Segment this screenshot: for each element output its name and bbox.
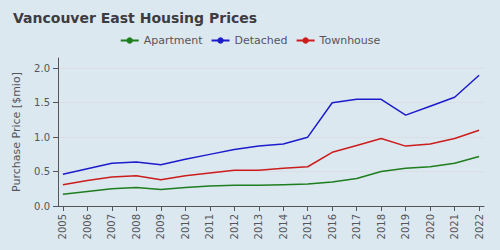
svg-text:2010: 2010 bbox=[180, 214, 191, 239]
svg-text:2021: 2021 bbox=[449, 214, 460, 239]
svg-text:0.0: 0.0 bbox=[34, 201, 50, 212]
svg-text:Purchase Price [$mio]: Purchase Price [$mio] bbox=[10, 72, 23, 192]
svg-text:2012: 2012 bbox=[229, 214, 240, 239]
svg-text:Detached: Detached bbox=[235, 34, 288, 47]
svg-text:2013: 2013 bbox=[253, 214, 264, 239]
svg-text:2018: 2018 bbox=[376, 214, 387, 239]
svg-text:2009: 2009 bbox=[155, 214, 166, 239]
svg-text:2016: 2016 bbox=[327, 214, 338, 239]
svg-text:2020: 2020 bbox=[425, 214, 436, 239]
svg-text:2.0: 2.0 bbox=[34, 63, 50, 74]
svg-text:Townhouse: Townhouse bbox=[319, 34, 381, 47]
svg-text:2019: 2019 bbox=[400, 214, 411, 239]
svg-text:2014: 2014 bbox=[278, 214, 289, 239]
svg-text:1.0: 1.0 bbox=[34, 132, 50, 143]
svg-text:2015: 2015 bbox=[302, 214, 313, 239]
svg-text:2005: 2005 bbox=[57, 214, 68, 239]
svg-text:2006: 2006 bbox=[82, 214, 93, 239]
svg-text:2022: 2022 bbox=[474, 214, 485, 239]
svg-text:Vancouver East Housing Prices: Vancouver East Housing Prices bbox=[13, 10, 257, 26]
svg-text:1.5: 1.5 bbox=[34, 97, 50, 108]
svg-text:2017: 2017 bbox=[351, 214, 362, 239]
svg-text:2008: 2008 bbox=[131, 214, 142, 239]
svg-text:Apartment: Apartment bbox=[144, 34, 204, 47]
svg-text:2007: 2007 bbox=[106, 214, 117, 239]
svg-text:0.5: 0.5 bbox=[34, 166, 50, 177]
svg-text:2011: 2011 bbox=[204, 214, 215, 239]
